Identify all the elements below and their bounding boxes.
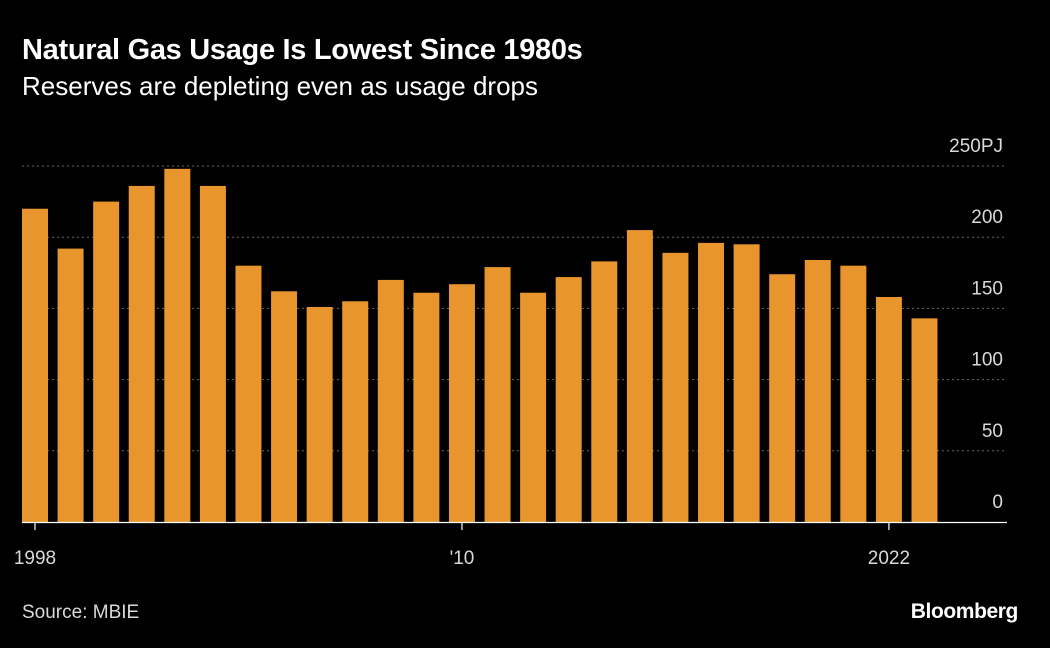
bar-2012: [520, 292, 547, 522]
bar-2016: [662, 252, 689, 522]
bar-2014: [591, 261, 618, 522]
bloomberg-logo: Bloomberg: [910, 600, 1019, 623]
bar-2009: [413, 292, 440, 522]
bar-2008: [377, 279, 404, 522]
bar-2022: [875, 297, 902, 522]
bar-2005: [271, 291, 298, 522]
bar-2007: [342, 301, 369, 522]
bar-2020: [804, 259, 831, 522]
x-tick-label-1998: 1998: [14, 548, 56, 569]
y-tick-label-200: 200: [971, 207, 1003, 228]
bar-2003: [199, 185, 226, 522]
bar-25: [911, 318, 938, 522]
bar-2017: [698, 242, 725, 522]
x-tick-label-2010: '10: [450, 548, 475, 569]
bar-2004: [235, 265, 262, 522]
y-tick-label-0: 0: [992, 492, 1003, 513]
bar-2010: [448, 284, 475, 522]
bar-2001: [128, 185, 155, 522]
bar-2019: [769, 274, 796, 522]
bar-2011: [484, 267, 511, 522]
source-note: Source: MBIE: [22, 602, 140, 623]
bar-2018: [733, 244, 760, 522]
bar-2013: [555, 277, 582, 522]
bar-2002: [164, 168, 191, 522]
bar-2015: [626, 230, 653, 522]
bar-1998: [22, 208, 48, 522]
bar-2006: [306, 306, 333, 522]
y-tick-label-150: 150: [971, 278, 1003, 299]
chart-title: Natural Gas Usage Is Lowest Since 1980s: [22, 34, 583, 66]
bar-2021: [840, 265, 867, 522]
bar-1999: [57, 248, 84, 523]
bar-2000: [93, 201, 120, 522]
y-tick-label-100: 100: [971, 350, 1003, 371]
y-tick-label-250: 250PJ: [949, 136, 1003, 157]
y-tick-label-50: 50: [982, 421, 1003, 442]
chart-subtitle: Reserves are depleting even as usage dro…: [22, 71, 538, 101]
bars: [22, 168, 938, 523]
x-tick-label-2022: 2022: [868, 548, 910, 569]
axes: 0 50 100 150 200 250PJ 1998 '10 2022: [14, 136, 1007, 569]
